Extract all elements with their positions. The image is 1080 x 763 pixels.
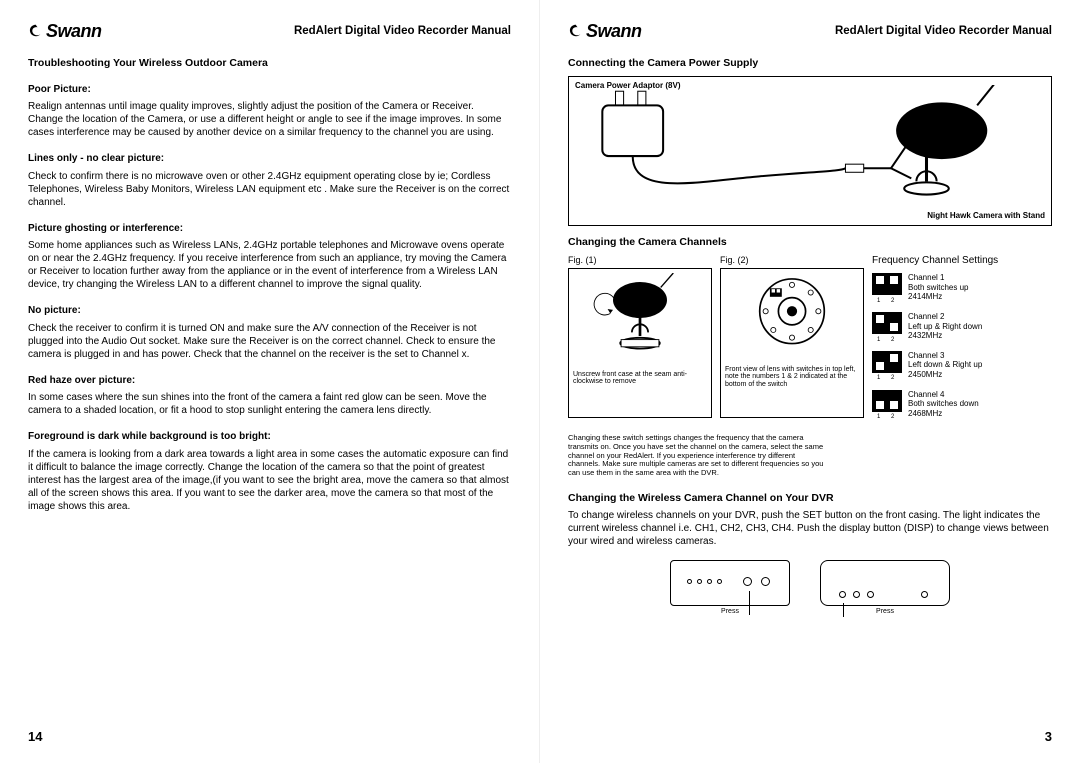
- swann-swirl-icon: [568, 23, 584, 39]
- page-header-left: Swann RedAlert Digital Video Recorder Ma…: [28, 20, 511, 43]
- ghosting-p: Some home appliances such as Wireless LA…: [28, 239, 511, 291]
- no-picture-h: No picture:: [28, 305, 511, 318]
- page-number-left: 14: [28, 729, 42, 745]
- freq-text: Channel 1Both switches up2414MHz: [908, 273, 968, 302]
- power-supply-heading: Connecting the Camera Power Supply: [568, 57, 1052, 70]
- page-right: Swann RedAlert Digital Video Recorder Ma…: [540, 0, 1080, 763]
- brand-logo: Swann: [28, 20, 102, 43]
- freq-text: Channel 2Left up & Right down2432MHz: [908, 312, 982, 341]
- brand-text: Swann: [46, 20, 102, 43]
- foreground-p: If the camera is looking from a dark are…: [28, 448, 511, 513]
- page-left: Swann RedAlert Digital Video Recorder Ma…: [0, 0, 540, 763]
- page-header-right: Swann RedAlert Digital Video Recorder Ma…: [568, 20, 1052, 43]
- fig2-note: Front view of lens with switches in top …: [725, 366, 859, 389]
- poor-picture-h: Poor Picture:: [28, 84, 511, 97]
- power-supply-diagram: Camera Power Adaptor (8V) Night Hawk Cam…: [568, 76, 1052, 226]
- freq-text: Channel 3Left down & Right up2450MHz: [908, 351, 982, 380]
- fig2-label: Fig. (2): [720, 255, 864, 266]
- channels-row: Fig. (1) Unscrew front case at the seam …: [568, 255, 1052, 429]
- no-picture-p: Check the receiver to confirm it is turn…: [28, 322, 511, 361]
- brand-text: Swann: [586, 20, 642, 43]
- dvr-front-large: Press: [820, 560, 950, 617]
- fig1-label: Fig. (1): [568, 255, 712, 266]
- freq-row-1: 12 Channel 1Both switches up2414MHz: [872, 273, 1052, 302]
- freq-row-4: 12 Channel 4Both switches down2468MHz: [872, 390, 1052, 419]
- dip-switch-icon: 12: [872, 351, 902, 373]
- frequency-settings: Frequency Channel Settings 12 Channel 1Bo…: [872, 255, 1052, 429]
- channel-note: Changing these switch settings changes t…: [568, 434, 828, 477]
- dvr-front-small: Press: [670, 560, 790, 617]
- manual-title-right: RedAlert Digital Video Recorder Manual: [835, 24, 1052, 38]
- press-label-2: Press: [820, 608, 950, 617]
- camera-label: Night Hawk Camera with Stand: [927, 211, 1045, 221]
- red-haze-h: Red haze over picture:: [28, 375, 511, 388]
- lines-only-p: Check to confirm there is no microwave o…: [28, 170, 511, 209]
- lines-only-h: Lines only - no clear picture:: [28, 153, 511, 166]
- dip-switch-icon: 12: [872, 390, 902, 412]
- freq-title: Frequency Channel Settings: [872, 255, 1052, 268]
- press-label-1: Press: [670, 608, 790, 617]
- dvr-heading: Changing the Wireless Camera Channel on …: [568, 492, 1052, 505]
- freq-text: Channel 4Both switches down2468MHz: [908, 390, 979, 419]
- poor-picture-p: Realign antennas until image quality imp…: [28, 100, 511, 139]
- foreground-h: Foreground is dark while background is t…: [28, 431, 511, 444]
- adaptor-label: Camera Power Adaptor (8V): [575, 81, 681, 91]
- freq-row-3: 12 Channel 3Left down & Right up2450MHz: [872, 351, 1052, 380]
- red-haze-p: In some cases where the sun shines into …: [28, 391, 511, 417]
- power-diagram-svg: [577, 85, 1043, 217]
- page-number-right: 3: [1045, 729, 1052, 745]
- fig1-box: Unscrew front case at the seam anti-cloc…: [568, 268, 712, 418]
- dvr-text: To change wireless channels on your DVR,…: [568, 509, 1052, 548]
- swann-swirl-icon: [28, 23, 44, 39]
- brand-logo-right: Swann: [568, 20, 642, 43]
- freq-row-2: 12 Channel 2Left up & Right down2432MHz: [872, 312, 1052, 341]
- fig2-box: Front view of lens with switches in top …: [720, 268, 864, 418]
- ghosting-h: Picture ghosting or interference:: [28, 223, 511, 236]
- manual-title: RedAlert Digital Video Recorder Manual: [294, 24, 511, 38]
- changing-channels-heading: Changing the Camera Channels: [568, 236, 1052, 249]
- dip-switch-icon: 12: [872, 312, 902, 334]
- troubleshooting-heading: Troubleshooting Your Wireless Outdoor Ca…: [28, 57, 511, 70]
- dvr-diagram-row: Press Press: [568, 560, 1052, 617]
- fig1-note: Unscrew front case at the seam anti-cloc…: [573, 371, 707, 386]
- dip-switch-icon: 12: [872, 273, 902, 295]
